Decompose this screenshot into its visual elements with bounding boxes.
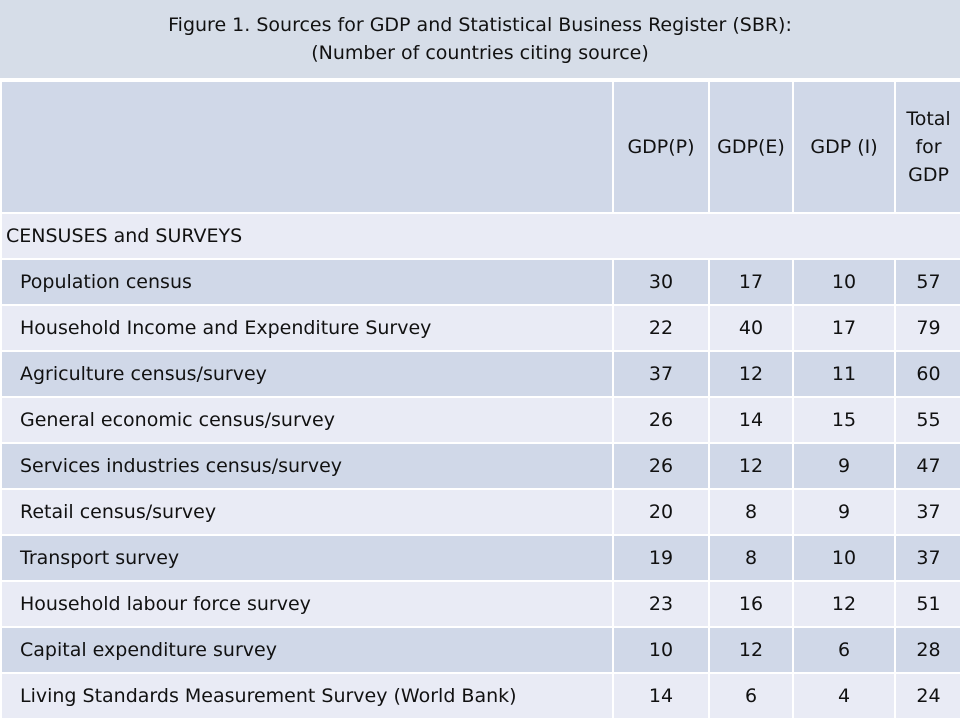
figure-title-line-2: (Number of countries citing source) xyxy=(311,42,649,64)
table-header-row: GDP(P) GDP(E) GDP (I) Total for GDP xyxy=(0,80,960,213)
row-value: 37 xyxy=(612,350,709,397)
row-value: 79 xyxy=(894,304,960,351)
row-value: 20 xyxy=(612,488,709,535)
row-value: 51 xyxy=(894,580,960,627)
row-value: 24 xyxy=(894,672,960,718)
row-value: 17 xyxy=(792,304,895,351)
row-value: 12 xyxy=(708,350,793,397)
row-label: Household Income and Expenditure Survey xyxy=(0,304,613,351)
row-value: 60 xyxy=(894,350,960,397)
row-value: 57 xyxy=(894,258,960,305)
header-empty-cell xyxy=(0,80,613,213)
row-value: 10 xyxy=(612,626,709,673)
section-label: CENSUSES and SURVEYS xyxy=(0,212,960,259)
table-row: Household Income and Expenditure Survey 2… xyxy=(0,304,960,351)
table-row: Household labour force survey 23 16 12 51 xyxy=(0,580,960,627)
row-value: 55 xyxy=(894,396,960,443)
row-value: 30 xyxy=(612,258,709,305)
table-row: Capital expenditure survey 10 12 6 28 xyxy=(0,626,960,673)
column-header-gdp-p: GDP(P) xyxy=(612,80,709,213)
row-value: 10 xyxy=(792,534,895,581)
total-header-line-2: for xyxy=(915,136,942,158)
figure-title-line-1: Figure 1. Sources for GDP and Statistica… xyxy=(168,14,792,36)
row-value: 6 xyxy=(708,672,793,718)
row-value: 26 xyxy=(612,442,709,489)
row-value: 17 xyxy=(708,258,793,305)
row-value: 19 xyxy=(612,534,709,581)
column-header-total-for-gdp: Total for GDP xyxy=(894,80,960,213)
row-label: Retail census/survey xyxy=(0,488,613,535)
table-row: Population census 30 17 10 57 xyxy=(0,258,960,305)
row-value: 6 xyxy=(792,626,895,673)
row-value: 12 xyxy=(792,580,895,627)
row-value: 4 xyxy=(792,672,895,718)
sources-table: GDP(P) GDP(E) GDP (I) Total for GDP CENS… xyxy=(0,80,960,718)
row-label: General economic census/survey xyxy=(0,396,613,443)
column-header-gdp-i: GDP (I) xyxy=(792,80,895,213)
row-value: 14 xyxy=(708,396,793,443)
row-value: 40 xyxy=(708,304,793,351)
row-value: 28 xyxy=(894,626,960,673)
total-header-line-1: Total xyxy=(906,108,951,130)
table-row: Services industries census/survey 26 12 9 47 xyxy=(0,442,960,489)
table-row: General economic census/survey 26 14 15 55 xyxy=(0,396,960,443)
row-value: 8 xyxy=(708,534,793,581)
row-value: 12 xyxy=(708,626,793,673)
row-value: 9 xyxy=(792,488,895,535)
table-body: Population census 30 17 10 57 Household Incom… xyxy=(0,258,960,718)
row-label: Agriculture census/survey xyxy=(0,350,613,397)
row-value: 47 xyxy=(894,442,960,489)
row-label: Population census xyxy=(0,258,613,305)
total-header-line-3: GDP xyxy=(908,164,949,186)
row-value: 10 xyxy=(792,258,895,305)
row-value: 8 xyxy=(708,488,793,535)
figure-title: Figure 1. Sources for GDP and Statistica… xyxy=(0,0,960,78)
row-label: Household labour force survey xyxy=(0,580,613,627)
table-row: Transport survey 19 8 10 37 xyxy=(0,534,960,581)
table-row: Living Standards Measurement Survey (Wor… xyxy=(0,672,960,718)
table-row: Retail census/survey 20 8 9 37 xyxy=(0,488,960,535)
row-value: 26 xyxy=(612,396,709,443)
row-value: 9 xyxy=(792,442,895,489)
row-label: Capital expenditure survey xyxy=(0,626,613,673)
row-label: Living Standards Measurement Survey (Wor… xyxy=(0,672,613,718)
row-value: 15 xyxy=(792,396,895,443)
row-value: 37 xyxy=(894,534,960,581)
row-value: 16 xyxy=(708,580,793,627)
row-value: 23 xyxy=(612,580,709,627)
row-value: 11 xyxy=(792,350,895,397)
row-value: 22 xyxy=(612,304,709,351)
column-header-gdp-e: GDP(E) xyxy=(708,80,793,213)
row-value: 12 xyxy=(708,442,793,489)
row-label: Transport survey xyxy=(0,534,613,581)
table-row: Agriculture census/survey 37 12 11 60 xyxy=(0,350,960,397)
row-value: 14 xyxy=(612,672,709,718)
section-row: CENSUSES and SURVEYS xyxy=(0,212,960,259)
row-label: Services industries census/survey xyxy=(0,442,613,489)
row-value: 37 xyxy=(894,488,960,535)
